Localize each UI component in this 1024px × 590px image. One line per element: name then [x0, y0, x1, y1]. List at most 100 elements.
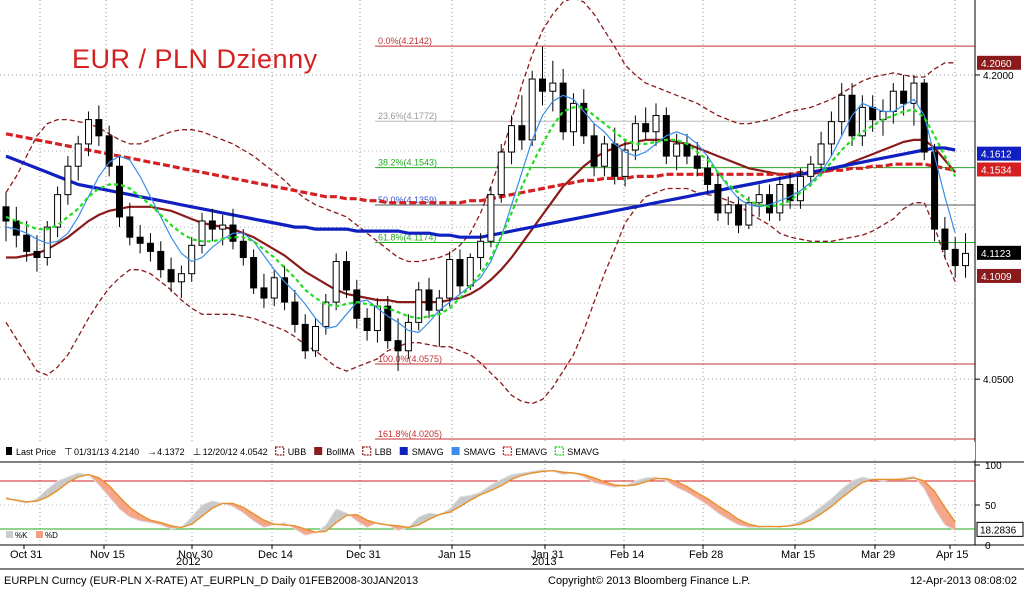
candle-body-down — [384, 305, 392, 342]
candle-body-down — [301, 323, 309, 352]
candle — [621, 139, 629, 187]
legend-label: LBB — [375, 447, 392, 457]
candle-body-down — [425, 289, 433, 311]
candle-body-down — [693, 155, 701, 169]
candle — [208, 208, 216, 242]
candle-body-up — [673, 143, 681, 157]
candle-body-down — [146, 242, 154, 252]
candle-body-up — [724, 204, 732, 214]
candle — [404, 314, 412, 359]
time-axis-label: Nov 30 — [178, 549, 213, 561]
candle — [146, 233, 154, 262]
candle-body-up — [487, 194, 495, 242]
legend-item: ⊥ 12/20/12 4.0542 — [193, 447, 268, 458]
candle-body-up — [549, 82, 557, 92]
price-tag-box — [977, 162, 1021, 177]
price-tag-box — [977, 268, 1021, 283]
price-axis-label: 4.0500 — [983, 375, 1014, 386]
candle — [590, 123, 598, 177]
candle-body-down — [941, 228, 949, 250]
candle — [580, 89, 588, 144]
legend-swatch — [314, 447, 323, 455]
stoch-fill — [686, 486, 698, 499]
time-axis-label: Feb 14 — [610, 549, 644, 561]
year-label-2012: 2012 — [176, 556, 201, 568]
footer-security-info: EURPLN Curncy (EUR-PLN X-RATE) AT_EURPLN… — [4, 575, 419, 587]
candle-body-up — [497, 151, 505, 196]
price-axis-area — [975, 0, 1024, 590]
stoch-fill — [325, 509, 337, 532]
candle-body-up — [652, 115, 660, 133]
stoch-fill — [583, 474, 595, 483]
candle-body-down — [714, 183, 722, 214]
candle-body-down — [2, 206, 10, 222]
legend-item: EMAVG — [502, 446, 547, 457]
legend-item: SMAVG — [399, 447, 444, 457]
time-axis-label: Dec 31 — [346, 549, 381, 561]
candle — [281, 265, 289, 311]
candle — [312, 318, 320, 357]
candle — [807, 156, 815, 187]
price-tag-box — [977, 146, 1021, 161]
time-axis-label: Apr 15 — [936, 549, 968, 561]
candle-body-up — [85, 119, 93, 145]
ema-line — [5, 132, 956, 205]
candle-body-down — [208, 220, 216, 230]
candle — [569, 93, 577, 146]
candle — [673, 133, 681, 171]
stoch-fill — [232, 503, 244, 513]
sma-lightblue-line — [5, 94, 956, 334]
candle — [342, 251, 350, 299]
stoch-fill — [119, 497, 130, 517]
stoch-fill — [944, 507, 956, 531]
legend-label: UBB — [288, 447, 307, 457]
legend-label: SMAVG — [412, 447, 444, 457]
candle-body-up — [528, 78, 536, 141]
candle-body-up — [198, 220, 206, 246]
time-axis-label: Feb 28 — [689, 549, 723, 561]
candle — [951, 237, 959, 278]
chart-title: EUR / PLN Dzienny — [72, 44, 318, 74]
candle — [384, 296, 392, 349]
candle — [115, 156, 123, 228]
candle — [105, 125, 113, 177]
candle-body-down — [353, 289, 361, 319]
candle-body-up — [889, 90, 897, 112]
candle-body-up — [817, 143, 825, 165]
stoch-fill — [831, 489, 842, 507]
candle-body-up — [64, 165, 72, 196]
legend-label: 01/31/13 4.2140 — [74, 447, 139, 457]
candle-body-down — [951, 248, 959, 267]
candle — [74, 135, 82, 181]
legend-swatch — [399, 447, 408, 455]
candle — [704, 156, 712, 193]
candle-body-down — [394, 340, 402, 352]
legend-swatch — [275, 446, 285, 456]
fib-level-label: 100.0%(4.0575) — [378, 354, 442, 364]
fib-level-label: 0.0%(4.2142) — [378, 36, 432, 46]
footer-copyright: Copyright© 2013 Bloomberg Finance L.P. — [548, 575, 751, 587]
price-tag-label: 4.1534 — [981, 165, 1012, 176]
candle-body-up — [477, 240, 485, 258]
candle-body-up — [415, 289, 423, 323]
time-axis-label: Dec 14 — [258, 549, 293, 561]
legend-avg-marker: → — [147, 447, 157, 458]
candle — [157, 241, 165, 278]
stoch-fill — [594, 477, 605, 485]
candle — [260, 273, 268, 309]
legend-item: Last Price — [6, 447, 56, 457]
candle — [549, 60, 557, 112]
candle — [270, 269, 278, 307]
candle-body-up — [807, 163, 815, 177]
candle-body-down — [12, 220, 20, 236]
candle-body-down — [136, 236, 144, 244]
stoch-axis-label: 0 — [985, 541, 991, 552]
candle — [497, 143, 505, 203]
candle — [353, 279, 361, 329]
fib-level-label: 38.2%(4.1543) — [378, 158, 437, 168]
candle-body-up — [312, 325, 320, 352]
candle — [477, 233, 485, 270]
candle-body-down — [704, 167, 712, 185]
stoch-fill — [109, 485, 120, 509]
